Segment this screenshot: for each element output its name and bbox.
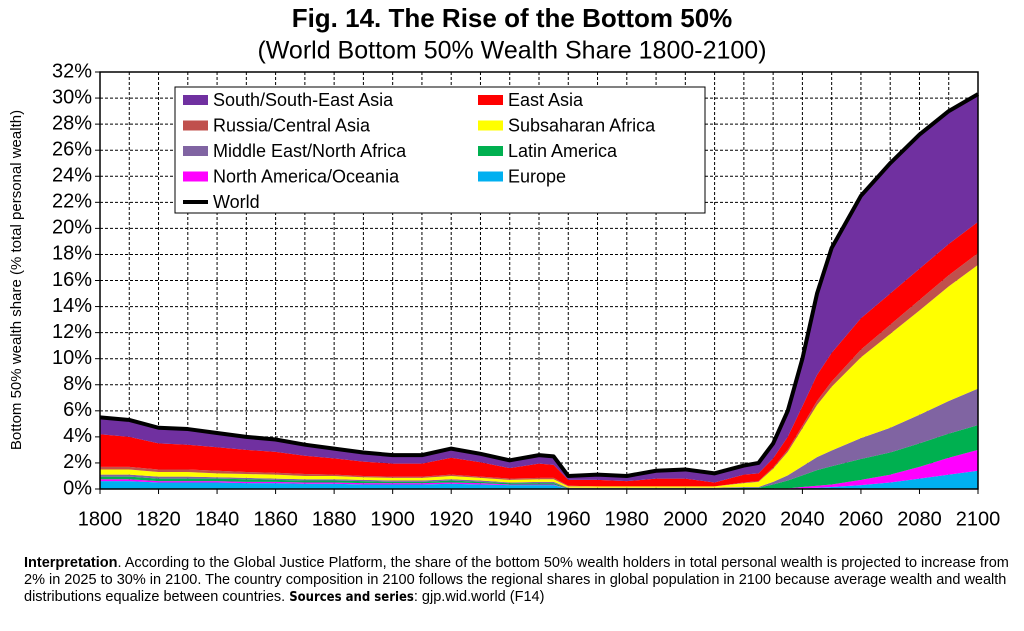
y-tick-label: 26% xyxy=(52,138,92,160)
area xyxy=(100,94,978,483)
legend-label: World xyxy=(213,192,260,212)
x-tick-label: 1980 xyxy=(605,508,650,530)
legend-label: Middle East/North Africa xyxy=(213,141,407,161)
area xyxy=(100,388,978,489)
y-tick-label: 0% xyxy=(63,477,92,499)
area xyxy=(100,470,978,489)
y-tick-label: 32% xyxy=(52,60,92,82)
overlay: 0% 2% 4% 6% 8% 10% 12% 14% 16% 18% 20% 22% 24% 26% 28%… xyxy=(52,60,1000,530)
y-tick-label: 10% xyxy=(52,347,92,369)
legend-swatch xyxy=(478,120,503,131)
x-tick-label: 1920 xyxy=(429,508,474,530)
areas xyxy=(99,92,980,489)
y-tick-label: 24% xyxy=(52,165,92,187)
y-tick-label: 28% xyxy=(52,112,92,134)
legend-swatch xyxy=(478,146,503,156)
legend-swatch xyxy=(183,171,208,182)
y-tick-label: 2% xyxy=(63,451,92,473)
legend-label: Russia/Central Asia xyxy=(213,115,371,135)
legend-label: South/South-East Asia xyxy=(213,90,394,110)
legend-label: Latin America xyxy=(508,141,618,161)
note: Interpretation. According to the Global … xyxy=(24,555,1009,606)
x-tick-label: 1880 xyxy=(312,508,357,530)
legend-box xyxy=(174,86,706,214)
legend-swatch xyxy=(183,95,208,105)
x-tick-label: 1800 xyxy=(78,508,123,530)
y-tick-label: 4% xyxy=(63,425,92,447)
x-tick-label: 2000 xyxy=(663,508,708,530)
y-axis-label: Bottom 50% wealth share (% total persona… xyxy=(8,110,25,450)
legend-swatch xyxy=(183,120,208,131)
legend-swatch xyxy=(183,146,208,156)
sources: : gjp.wid.world (F14) xyxy=(413,589,545,605)
x-tick-label: 1940 xyxy=(487,508,532,530)
chart-title: Fig. 14. The Rise of the Bottom 50% xyxy=(292,3,733,33)
x-tick-label: 1960 xyxy=(546,508,591,530)
legend-label: East Asia xyxy=(508,90,584,110)
y-tick-label: 30% xyxy=(52,86,92,108)
y-tick-label: 14% xyxy=(52,295,92,317)
legend-label: Europe xyxy=(508,166,566,186)
x-tick-label: 1840 xyxy=(195,508,240,530)
y-tick-label: 18% xyxy=(52,243,92,265)
plot-frame xyxy=(99,71,979,490)
y-tick-label: 8% xyxy=(63,373,92,395)
x-tick-label: 2060 xyxy=(839,508,884,530)
x-tick-label: 1860 xyxy=(253,508,298,530)
x-tick-label: 2020 xyxy=(722,508,767,530)
legend-swatch xyxy=(478,95,503,105)
world-line xyxy=(99,92,980,478)
x-tick-label: 1900 xyxy=(370,508,415,530)
y-tick-label: 22% xyxy=(52,191,92,213)
y-tick-label: 6% xyxy=(63,399,92,421)
y-tick-label: 20% xyxy=(52,217,92,239)
chart-subtitle: (World Bottom 50% Wealth Share 1800-2100… xyxy=(257,37,766,65)
legend-label: North America/Oceania xyxy=(213,166,400,186)
sources-label: Sources and series xyxy=(289,590,414,605)
legend-swatch xyxy=(478,171,503,182)
legend-label: Subsaharan Africa xyxy=(508,115,656,135)
x-tick-label: 2100 xyxy=(956,508,1001,530)
x-tick-label: 1820 xyxy=(136,508,181,530)
area xyxy=(100,221,978,487)
y-tick-label: 16% xyxy=(52,269,92,291)
note-text: . According to the Global Justice Platfo… xyxy=(24,555,1009,605)
y-tick-label: 12% xyxy=(52,321,92,343)
x-tick-label: 2040 xyxy=(780,508,825,530)
x-tick-label: 2080 xyxy=(897,508,942,530)
chart: Fig. 14. The Rise of the Bottom 50% (Wor… xyxy=(8,3,1000,530)
note-lead: Interpretation xyxy=(24,555,118,571)
